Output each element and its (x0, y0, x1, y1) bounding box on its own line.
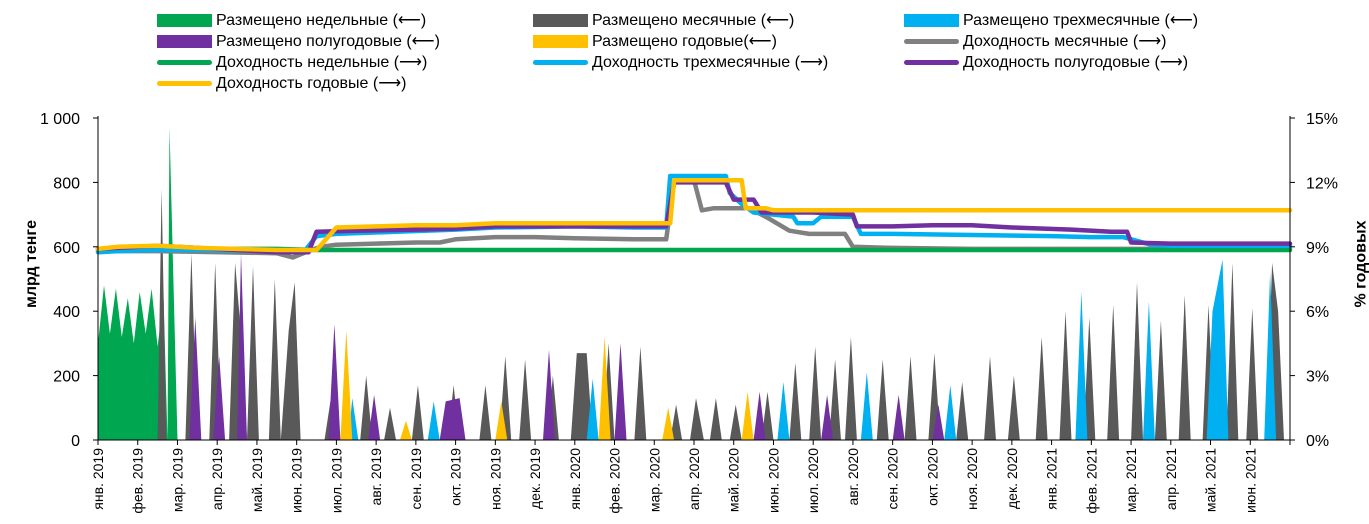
x-tick-label-17: июн. 2020 (766, 448, 782, 513)
x-tick-label-18: июл. 2020 (805, 448, 821, 513)
legend-label-6: Доходность недельные (⟶) (216, 54, 428, 71)
legend-item-1: Размещено месячные (⟵) (533, 10, 794, 30)
legend-item-4: Размещено годовые(⟵) (533, 31, 777, 51)
x-tick-label-23: дек. 2020 (1004, 448, 1020, 509)
legend-swatch-8 (904, 59, 959, 65)
x-tick-label-0: янв. 2019 (90, 448, 106, 510)
legend-label-7: Доходность трехмесячные (⟶) (592, 54, 829, 71)
left-tick-label-5: 1 000 (40, 111, 80, 128)
right-tick-label-1: 3% (1306, 369, 1329, 386)
line-series-5 (95, 178, 1293, 260)
right-tick-label-3: 9% (1306, 240, 1329, 257)
left-tick-label-3: 600 (53, 240, 80, 257)
legend-item-9: Доходность годовые (⟶) (157, 73, 406, 93)
legend-label-2: Размещено трехмесячные (⟵) (963, 12, 1199, 29)
left-tick-label-4: 800 (53, 175, 80, 192)
legend-swatch-4 (533, 34, 588, 48)
legend-label-4: Размещено годовые(⟵) (592, 33, 777, 50)
area-series-group (98, 127, 1285, 440)
axes-group: 0 200 400 600 800 1 000 0% 3% 6% 9% 12% 15% янв. 201… (40, 111, 1338, 514)
area-series-1 (157, 188, 1285, 440)
legend: Размещено недельные (⟵) Размещено месячн… (0, 0, 1369, 100)
left-axis-title: млрд тенге (22, 220, 40, 308)
legend-swatch-6 (157, 59, 212, 65)
legend-item-0: Размещено недельные (⟵) (157, 10, 426, 30)
legend-label-8: Доходность полугодовые (⟶) (963, 54, 1189, 71)
x-tick-label-4: май. 2019 (249, 448, 265, 512)
legend-item-7: Доходность трехмесячные (⟶) (533, 52, 828, 72)
legend-item-3: Размещено полугодовые (⟵) (157, 31, 440, 51)
legend-swatch-0 (157, 13, 212, 27)
right-axis-title: % годовых (1352, 220, 1369, 308)
legend-swatch-3 (157, 34, 212, 48)
x-tick-label-3: апр. 2019 (209, 448, 225, 510)
line-series-8 (95, 180, 1293, 255)
left-tick-label-2: 400 (53, 304, 80, 321)
x-tick-label-26: мар. 2021 (1123, 448, 1139, 512)
legend-swatch-7 (533, 59, 588, 65)
x-tick-label-10: ноя. 2019 (487, 448, 503, 510)
x-tick-label-14: мар. 2020 (646, 448, 662, 512)
legend-item-5: Доходность месячные (⟶) (904, 31, 1166, 51)
legend-label-5: Доходность месячные (⟶) (963, 33, 1167, 50)
legend-swatch-9 (157, 80, 212, 86)
x-tick-label-5: июн. 2019 (289, 448, 305, 513)
legend-label-1: Размещено месячные (⟵) (592, 12, 795, 29)
x-tick-label-24: янв. 2021 (1044, 448, 1060, 510)
x-tick-label-7: авг. 2019 (368, 448, 384, 506)
legend-item-2: Размещено трехмесячные (⟵) (904, 10, 1198, 30)
x-tick-label-28: май. 2021 (1203, 448, 1219, 512)
x-tick-label-11: дек. 2019 (527, 448, 543, 509)
line-series-9 (95, 178, 1293, 253)
right-tick-label-2: 6% (1306, 304, 1329, 321)
x-tick-label-1: фев. 2019 (130, 448, 146, 514)
right-tick-label-0: 0% (1306, 433, 1329, 450)
legend-swatch-2 (904, 13, 959, 27)
x-tick-label-22: ноя. 2020 (964, 448, 980, 510)
x-tick-label-29: июн. 2021 (1242, 448, 1258, 513)
legend-label-0: Размещено недельные (⟵) (216, 12, 427, 29)
left-tick-label-0: 0 (71, 433, 80, 450)
area-series-0 (98, 127, 178, 440)
x-tick-label-25: фев. 2021 (1083, 448, 1099, 514)
legend-label-3: Размещено полугодовые (⟵) (216, 33, 440, 50)
legend-item-6: Доходность недельные (⟶) (157, 52, 427, 72)
legend-swatch-5 (904, 38, 959, 44)
legend-label-9: Доходность годовые (⟶) (216, 75, 407, 92)
x-tick-label-21: окт. 2020 (924, 448, 940, 506)
legend-item-8: Доходность полугодовые (⟶) (904, 52, 1188, 72)
line-series-group (95, 173, 1293, 260)
x-tick-label-16: май. 2020 (726, 448, 742, 512)
x-tick-label-27: апр. 2021 (1163, 448, 1179, 510)
x-tick-label-6: июл. 2019 (328, 448, 344, 513)
legend-swatch-1 (533, 13, 588, 27)
x-tick-label-12: янв. 2020 (567, 448, 583, 510)
x-tick-label-9: окт. 2019 (448, 448, 464, 506)
right-tick-label-4: 12% (1306, 175, 1338, 192)
left-tick-label-1: 200 (53, 369, 80, 386)
x-tick-label-20: сен. 2020 (885, 448, 901, 510)
x-tick-label-2: мар. 2019 (170, 448, 186, 512)
x-tick-label-19: авг. 2020 (845, 448, 861, 506)
x-tick-label-15: апр. 2020 (686, 448, 702, 510)
x-tick-label-13: фев. 2020 (607, 448, 623, 514)
area-series-3 (189, 253, 945, 440)
right-tick-label-5: 15% (1306, 111, 1338, 128)
x-tick-label-8: сен. 2019 (408, 448, 424, 510)
